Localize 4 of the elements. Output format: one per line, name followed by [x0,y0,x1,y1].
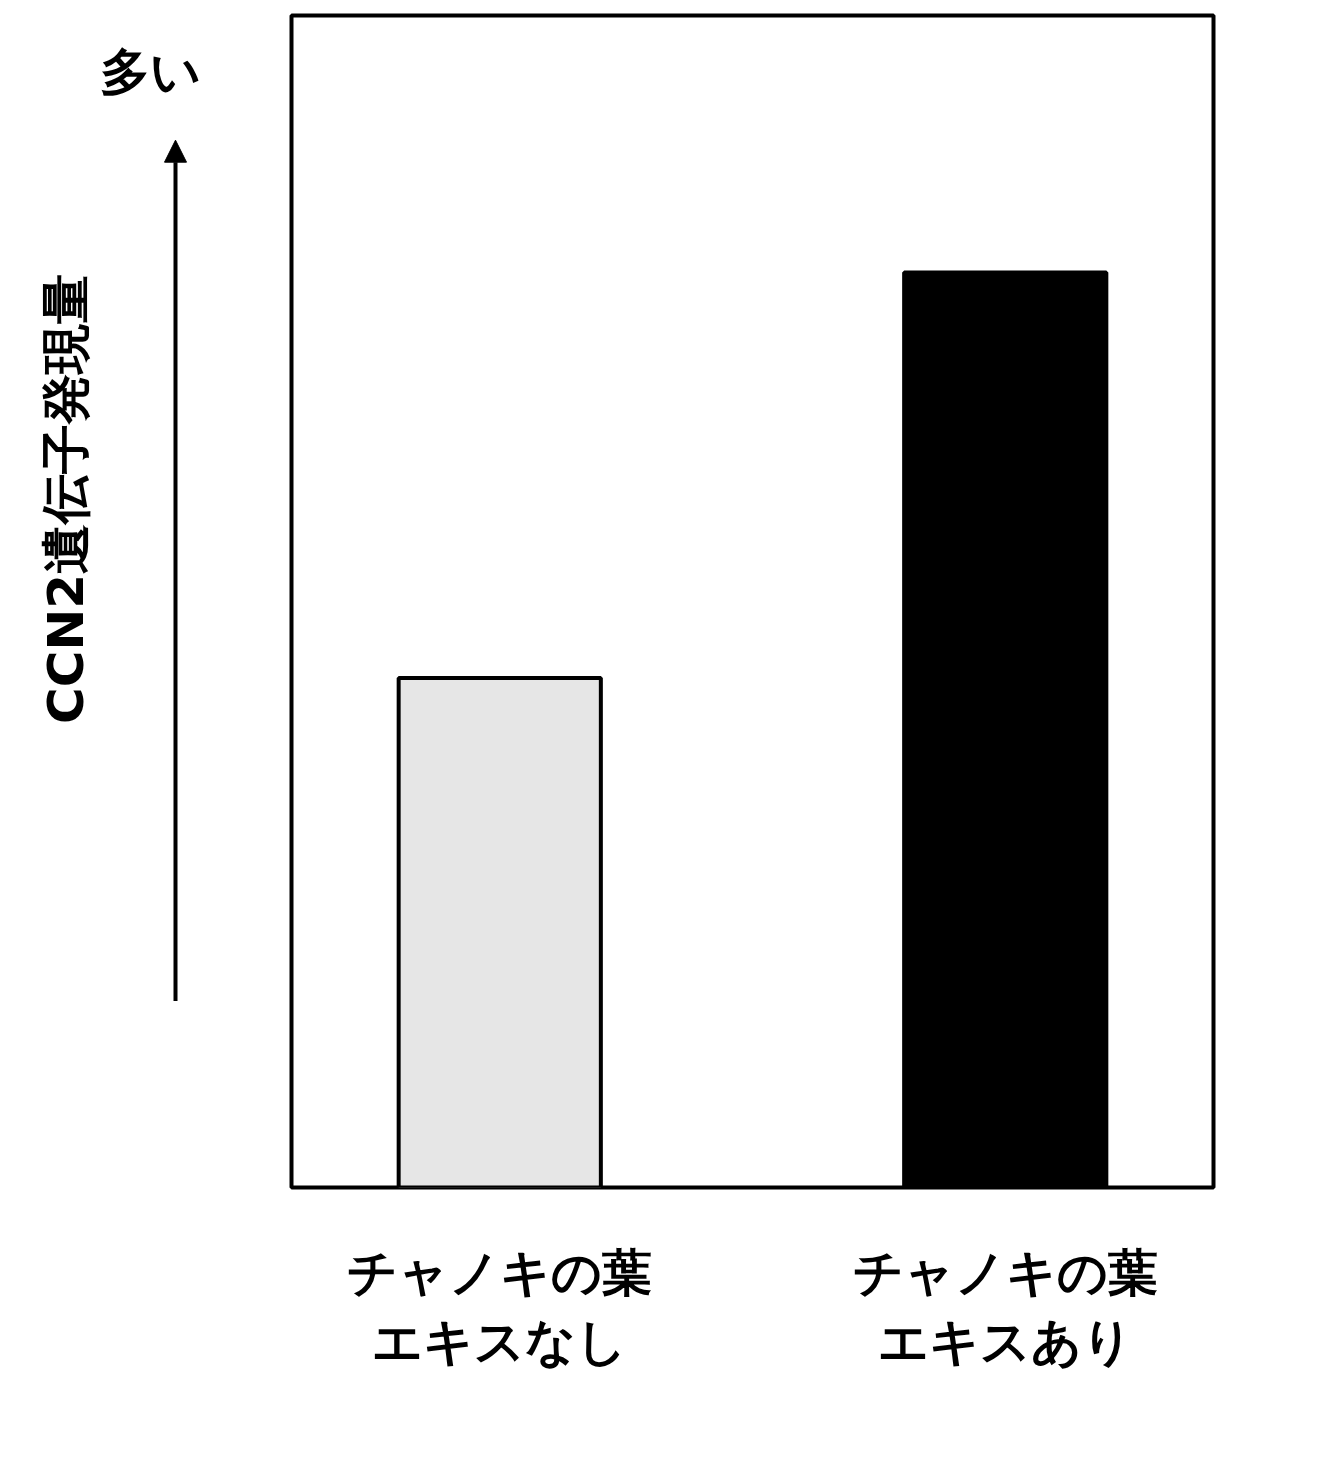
y-axis-title: CCN2遺伝子発現量 [36,273,95,724]
x-tick-label: チャノキの葉エキスあり [852,1243,1158,1372]
text: 多い [100,42,201,101]
x-tick-label: チャノキの葉エキスなし [347,1243,653,1372]
